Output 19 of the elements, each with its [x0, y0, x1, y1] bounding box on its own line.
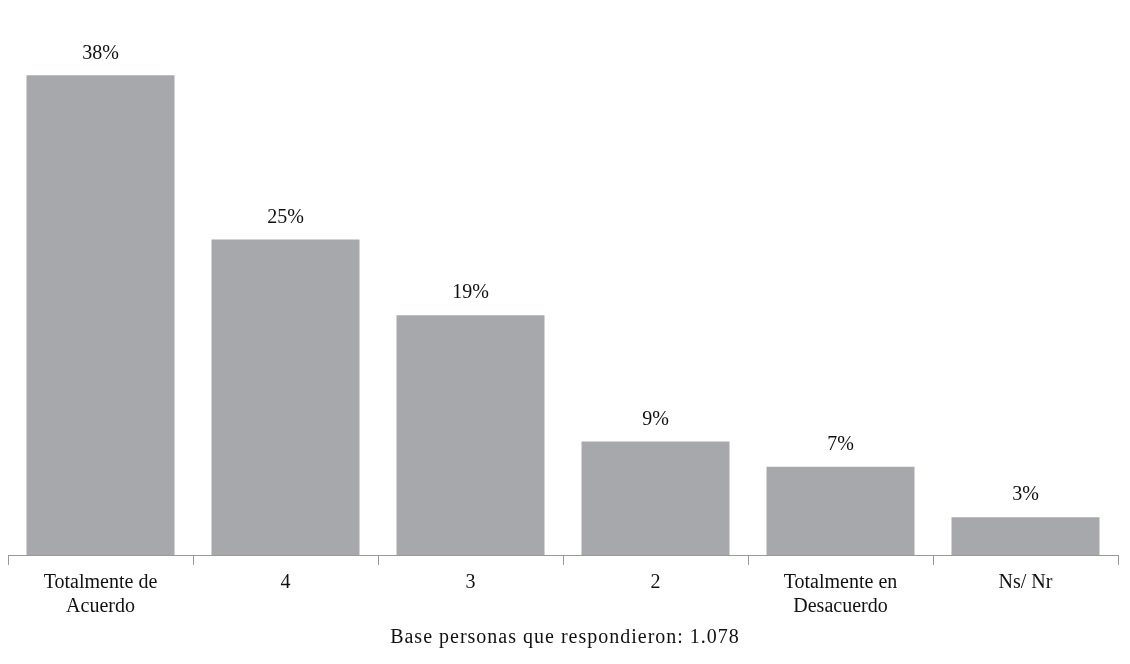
data-label: 38%: [82, 40, 119, 63]
data-label: 3%: [1012, 482, 1039, 505]
bar: [951, 517, 1100, 555]
x-tick-label: Ns/ Nr: [998, 570, 1053, 593]
text: Base personas que respondieron: 1.078: [389, 625, 741, 648]
data-label: 25%: [267, 204, 304, 227]
data-label: 7%: [827, 431, 854, 454]
data-label: 19%: [452, 280, 489, 303]
x-tick-label: 3: [465, 570, 476, 593]
bar: [396, 315, 545, 555]
x-tick-label: Totalmente de Acuerdo: [43, 570, 158, 617]
x-tick-label: Totalmente en Desacuerdo: [783, 570, 898, 617]
bar: [26, 75, 175, 555]
x-tick-label: 2: [650, 570, 661, 593]
bar: [766, 466, 915, 555]
data-label: 9%: [642, 406, 669, 429]
x-tick-label: 4: [280, 570, 291, 593]
bar: [581, 441, 730, 555]
bar: [211, 239, 360, 555]
